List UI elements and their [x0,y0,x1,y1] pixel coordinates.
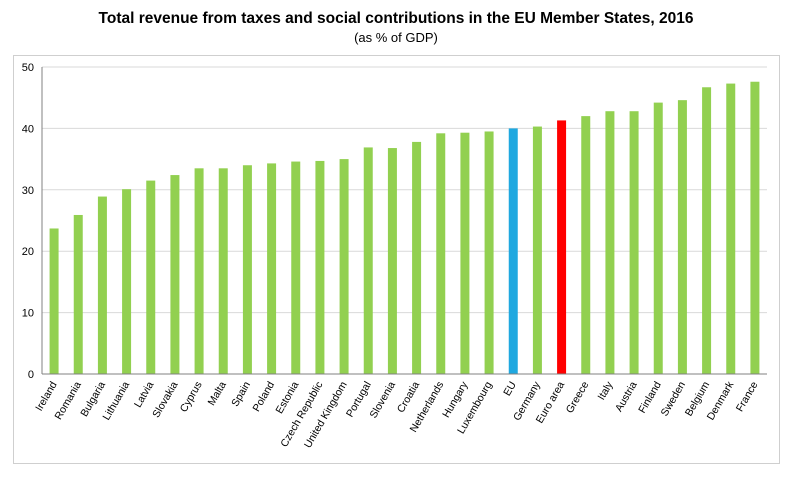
bar-france [750,81,760,375]
bar-italy [605,111,615,374]
bar-romania [73,214,83,374]
gridlines [42,66,767,314]
bar-malta [218,168,228,374]
bar-euro-area [557,120,567,374]
bar-denmark [726,83,736,374]
bar-luxembourg [484,131,494,374]
bar-eu [508,128,518,374]
chart-subtitle: (as % of GDP) [354,30,438,45]
x-tick-label-latvia: Latvia [132,379,156,409]
x-tick-label-malta: Malta [206,379,229,407]
bar-germany [532,126,542,374]
x-tick-label-france: France [734,379,761,413]
chart-title: Total revenue from taxes and social cont… [98,10,694,27]
x-tick-label-cyprus: Cyprus [178,380,205,415]
bar-latvia [146,180,156,374]
bar-slovakia [170,175,180,374]
bar-united-kingdom [339,159,349,374]
axes [41,67,767,375]
bar-sweden [677,100,687,374]
x-tick-label-greece: Greece [564,379,592,415]
bar-finland [653,102,663,374]
bar-netherlands [436,133,446,374]
y-axis-ticks: 0 10 20 30 40 50 [22,62,34,381]
bar-hungary [460,132,470,374]
bar-poland [267,163,277,374]
bar-croatia [412,141,422,374]
x-tick-label-spain: Spain [229,379,253,408]
bar-lithuania [122,189,132,374]
bar-greece [581,116,591,375]
y-tick-label-40: 40 [22,123,34,135]
y-tick-label-30: 30 [22,185,34,197]
y-tick-label-20: 20 [22,246,34,258]
chart-frame [13,55,780,464]
bar-estonia [291,161,301,374]
x-tick-label-eu: EU [501,380,519,399]
y-tick-label-0: 0 [28,369,34,381]
bar-cyprus [194,168,204,374]
bar-belgium [702,87,712,375]
bar-spain [242,165,252,374]
bar-bulgaria [97,196,107,374]
bar-portugal [363,147,373,374]
bar-slovenia [387,148,397,374]
bar-czech-republic [315,160,325,374]
y-tick-label-50: 50 [22,62,34,74]
y-tick-label-10: 10 [22,308,34,320]
x-tick-label-italy: Italy [595,379,615,402]
bar-ireland [49,228,59,374]
bar-austria [629,111,639,374]
bars [49,81,760,375]
